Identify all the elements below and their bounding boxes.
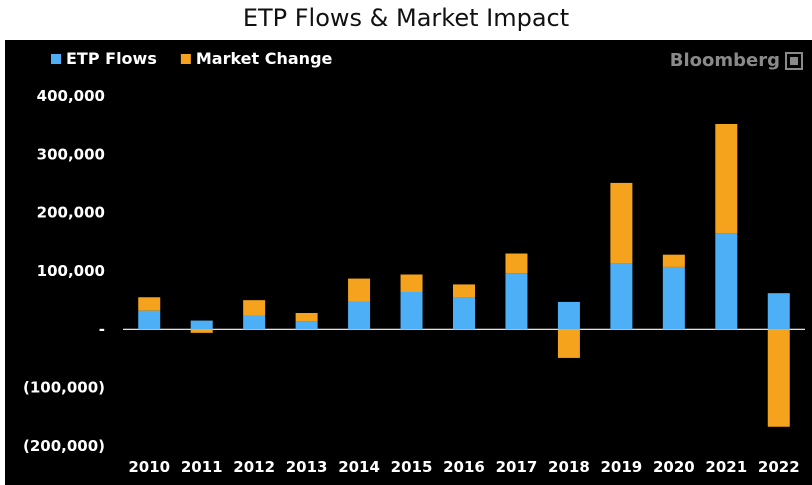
bar-etp-flows-2022: [767, 293, 790, 330]
y-tick-label: (200,000): [23, 437, 105, 455]
legend-label-etp-flows: ETP Flows: [66, 49, 157, 68]
bar-market-change-2018: [557, 329, 580, 358]
bar-etp-flows-2016: [453, 297, 475, 330]
bars: [138, 124, 790, 427]
bar-market-change-2022: [767, 329, 790, 427]
bloomberg-logo: Bloomberg: [670, 50, 780, 71]
bar-etp-flows-2014: [348, 301, 371, 330]
x-tick-label: 2010: [128, 458, 170, 476]
legend-swatch-etp-flows: [51, 54, 61, 64]
legend-label-market-change: Market Change: [196, 49, 333, 68]
bar-etp-flows-2012: [243, 315, 266, 330]
bar-etp-flows-2019: [610, 263, 633, 330]
bar-market-change-2021: [715, 124, 738, 234]
x-tick-label: 2011: [181, 458, 223, 476]
y-tick-label: -: [99, 320, 105, 338]
bar-market-change-2015: [400, 274, 423, 292]
bar-etp-flows-2011: [190, 320, 213, 330]
bar-etp-flows-2021: [715, 233, 738, 330]
x-tick-label: 2014: [338, 458, 380, 476]
x-tick-label: 2012: [233, 458, 275, 476]
bar-market-change-2012: [243, 300, 266, 316]
x-tick-label: 2015: [391, 458, 433, 476]
bloomberg-corner-icon: [785, 52, 803, 70]
bar-etp-flows-2018: [557, 301, 580, 330]
x-tick-label: 2017: [496, 458, 538, 476]
x-tick-label: 2021: [705, 458, 747, 476]
bar-market-change-2013: [295, 313, 318, 322]
bar-market-change-2017: [505, 253, 528, 274]
x-tick-label: 2019: [601, 458, 643, 476]
y-tick-label: 100,000: [37, 262, 105, 280]
legend-swatch-market-change: [180, 54, 191, 64]
y-tick-label: 400,000: [37, 87, 105, 105]
y-axis: 400,000 300,000 200,000 100,000 - (100,000) (2…: [23, 87, 105, 455]
legend: ETP Flows Market Change: [51, 49, 333, 68]
bar-market-change-2010: [138, 297, 161, 311]
x-axis: 2010 2011 2012 2013 2014 2015 2016 2017 2018 2019…: [128, 458, 799, 476]
x-tick-label: 2020: [653, 458, 695, 476]
bar-market-change-2016: [453, 284, 475, 298]
x-tick-label: 2018: [548, 458, 590, 476]
bar-market-change-2014: [348, 278, 371, 302]
x-tick-label: 2022: [758, 458, 800, 476]
bar-etp-flows-2020: [662, 266, 685, 330]
chart-title: ETP Flows & Market Impact: [242, 4, 570, 32]
chart-svg: ETP Flows Market Change Bloomberg 400,000…: [23, 49, 805, 476]
y-tick-label: (100,000): [23, 379, 105, 397]
y-tick-label: 200,000: [37, 204, 105, 222]
x-tick-label: 2016: [443, 458, 485, 476]
x-tick-label: 2013: [286, 458, 328, 476]
y-tick-label: 300,000: [37, 145, 105, 163]
bar-market-change-2020: [662, 254, 685, 267]
bar-etp-flows-2013: [295, 321, 318, 330]
bar-market-change-2019: [610, 182, 633, 264]
bar-etp-flows-2015: [400, 292, 423, 330]
bar-etp-flows-2010: [138, 310, 161, 330]
bar-market-change-2011: [190, 329, 213, 333]
bar-etp-flows-2017: [505, 273, 528, 330]
chart-panel: ETP Flows Market Change Bloomberg 400,000…: [5, 40, 812, 485]
